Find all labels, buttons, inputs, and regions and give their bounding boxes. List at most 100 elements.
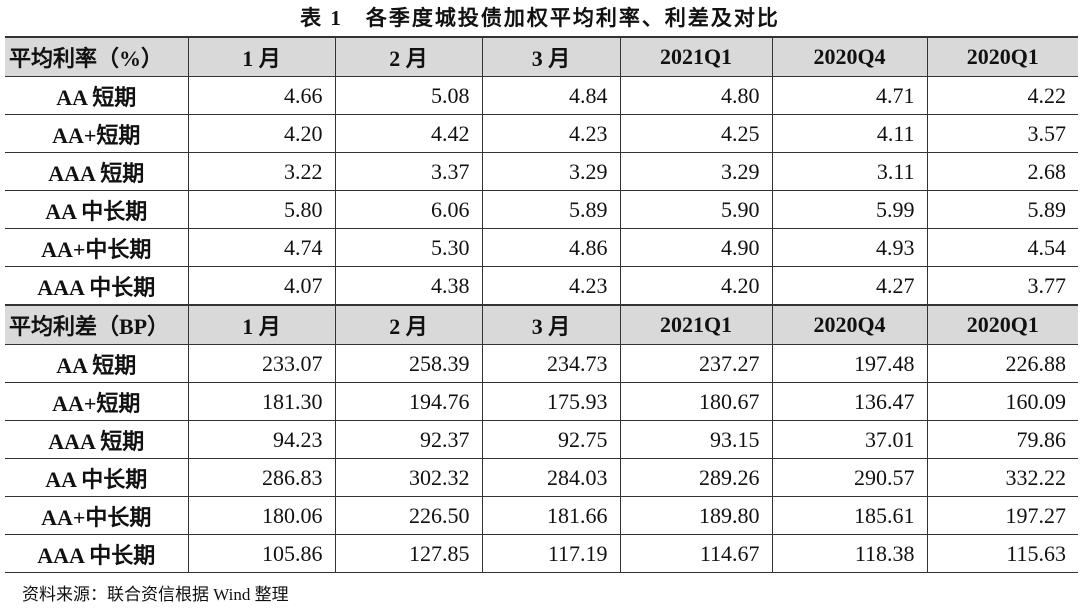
table-cell: 3.22 [187,152,335,191]
table-cell: 94.23 [187,420,335,459]
table-cell: 4.27 [771,266,927,306]
table-row: AA 中长期 5.80 6.06 5.89 5.90 5.99 5.89 [5,190,1078,229]
table-cell: 105.86 [187,534,335,573]
column-header: 2020Q4 [771,36,927,77]
table-cell: 197.27 [926,496,1078,535]
table-cell: 4.80 [619,76,772,115]
table-cell: 4.38 [334,266,482,306]
table-cell: 226.88 [926,344,1078,383]
table-cell: 180.06 [187,496,335,535]
table-row: AA+短期 4.20 4.42 4.23 4.25 4.11 3.57 [5,114,1078,153]
table-row: AA+中长期 4.74 5.30 4.86 4.90 4.93 4.54 [5,228,1078,267]
table-cell: 4.74 [187,228,335,267]
table-cell: 226.50 [334,496,482,535]
table-row: AA+中长期 180.06 226.50 181.66 189.80 185.61 197.… [5,496,1078,535]
table-cell: 4.42 [334,114,482,153]
table-cell: 197.48 [771,344,927,383]
row-label: AA+短期 [5,114,188,153]
table-cell: 3.29 [481,152,620,191]
table-cell: 5.99 [771,190,927,229]
table-cell: 258.39 [334,344,482,383]
table-cell: 93.15 [619,420,772,459]
table-cell: 79.86 [926,420,1078,459]
table-cell: 4.93 [771,228,927,267]
table-cell: 181.30 [187,382,335,421]
row-label: AA 短期 [5,76,188,115]
column-header: 2 月 [334,36,482,77]
table-cell: 4.07 [187,266,335,306]
row-label: AA 短期 [5,344,188,383]
row-label: AA 中长期 [5,190,188,229]
table-cell: 117.19 [481,534,620,573]
table-cell: 233.07 [187,344,335,383]
table-cell: 302.32 [334,458,482,497]
source-note: 资料来源：联合资信根据 Wind 整理 [22,585,289,604]
table-cell: 4.20 [619,266,772,306]
column-header: 2020Q1 [926,304,1078,345]
column-header: 1 月 [187,304,335,345]
row-label: AAA 短期 [5,152,188,191]
table-cell: 286.83 [187,458,335,497]
table-cell: 5.89 [926,190,1078,229]
table-cell: 3.11 [771,152,927,191]
section-title: 平均利率（%） [5,36,188,77]
table-cell: 6.06 [334,190,482,229]
table-cell: 5.90 [619,190,772,229]
row-label: AA 中长期 [5,458,188,497]
table-row: AA 短期 233.07 258.39 234.73 237.27 197.48 226.8… [5,344,1078,383]
table-cell: 4.22 [926,76,1078,115]
table-cell: 284.03 [481,458,620,497]
table-cell: 118.38 [771,534,927,573]
table-cell: 114.67 [619,534,772,573]
table-cell: 4.66 [187,76,335,115]
table-cell: 4.86 [481,228,620,267]
section-title: 平均利差（BP） [5,304,188,345]
table-cell: 234.73 [481,344,620,383]
table-cell: 189.80 [619,496,772,535]
row-label: AAA 中长期 [5,534,188,573]
table-cell: 5.30 [334,228,482,267]
table-cell: 332.22 [926,458,1078,497]
table-cell: 92.37 [334,420,482,459]
table-row: AA 中长期 286.83 302.32 284.03 289.26 290.57 332.… [5,458,1078,497]
row-label: AAA 中长期 [5,266,188,306]
column-header: 2 月 [334,304,482,345]
table-cell: 4.23 [481,114,620,153]
column-header: 3 月 [481,304,620,345]
table-cell: 194.76 [334,382,482,421]
table-title: 表 1 各季度城投债加权平均利率、利差及对比 [300,6,780,30]
table-cell: 2.68 [926,152,1078,191]
table-row: AAA 短期 94.23 92.37 92.75 93.15 37.01 79.86 [5,420,1078,459]
column-header: 1 月 [187,36,335,77]
table-cell: 5.89 [481,190,620,229]
column-header: 2020Q1 [926,36,1078,77]
table-cell: 37.01 [771,420,927,459]
table-cell: 3.29 [619,152,772,191]
table-cell: 3.37 [334,152,482,191]
table-cell: 237.27 [619,344,772,383]
table-cell: 4.11 [771,114,927,153]
table-cell: 160.09 [926,382,1078,421]
table-cell: 136.47 [771,382,927,421]
row-label: AA+中长期 [5,228,188,267]
table-cell: 5.08 [334,76,482,115]
table-cell: 289.26 [619,458,772,497]
table-row: AAA 中长期 105.86 127.85 117.19 114.67 118.38 115… [5,534,1078,573]
table-cell: 127.85 [334,534,482,573]
row-label: AAA 短期 [5,420,188,459]
column-header: 2021Q1 [619,36,772,77]
table-row: AA+短期 181.30 194.76 175.93 180.67 136.47 160.0… [5,382,1078,421]
table-cell: 4.84 [481,76,620,115]
table-row: AAA 短期 3.22 3.37 3.29 3.29 3.11 2.68 [5,152,1078,191]
table-cell: 181.66 [481,496,620,535]
table-cell: 4.71 [771,76,927,115]
table-cell: 3.57 [926,114,1078,153]
table-cell: 3.77 [926,266,1078,306]
table-cell: 4.90 [619,228,772,267]
table-cell: 4.20 [187,114,335,153]
column-header: 2021Q1 [619,304,772,345]
table-cell: 175.93 [481,382,620,421]
